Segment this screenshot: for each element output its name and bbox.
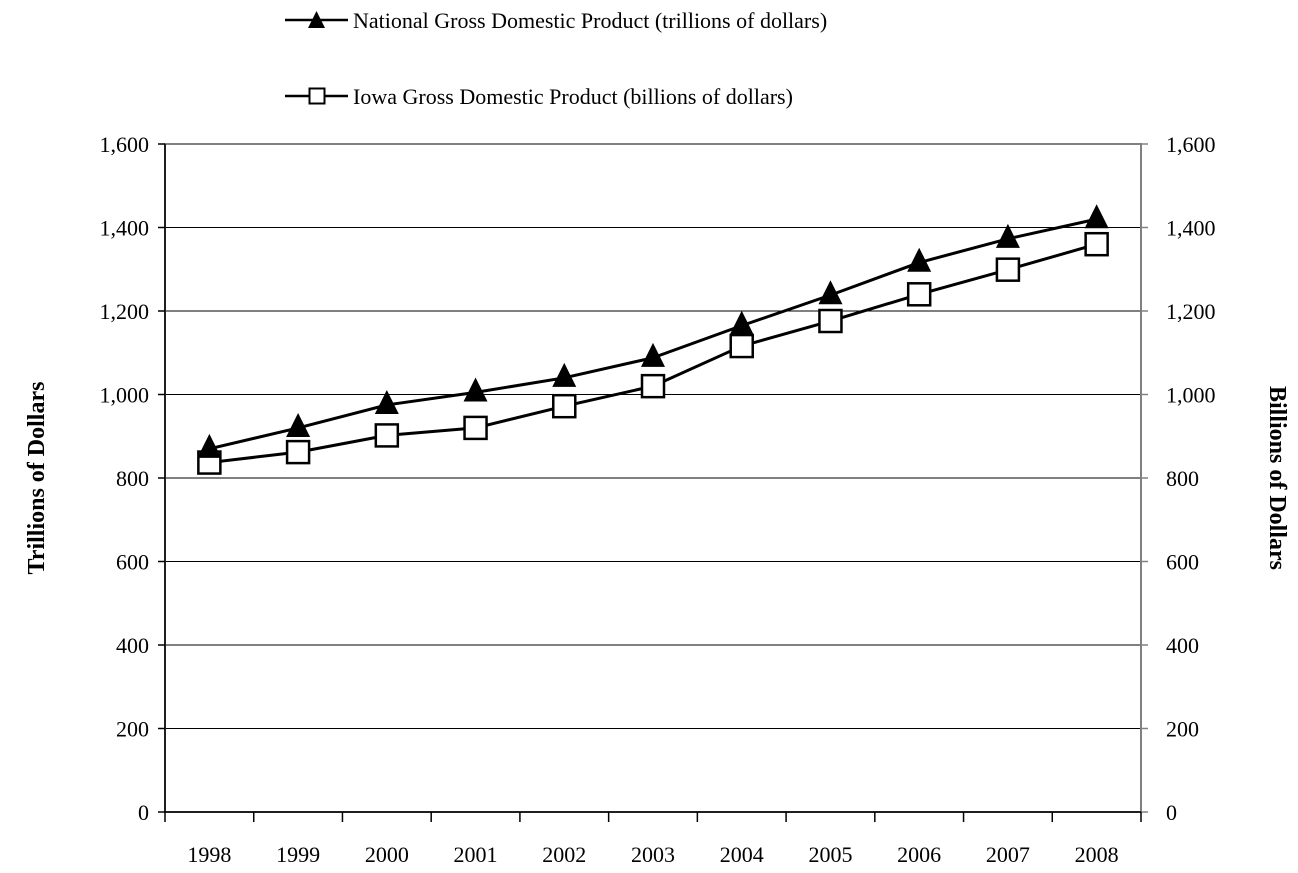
left-tick-label: 1,600 — [100, 132, 150, 157]
left-tick-label: 600 — [116, 550, 149, 575]
x-tick-label: 2006 — [897, 842, 941, 867]
right-tick-label: 400 — [1166, 633, 1199, 658]
x-axis-ticks: 1998 1999 2000 2001 2002 2003 2004 2005 2006 2007… — [165, 812, 1141, 867]
left-axis-title: Trillions of Dollars — [24, 382, 50, 575]
x-tick-label: 2004 — [720, 842, 764, 867]
x-tick-label: 2005 — [808, 842, 852, 867]
left-tick-label: 1,000 — [100, 383, 150, 408]
x-tick-label: 1998 — [187, 842, 231, 867]
left-tick-label: 1,400 — [100, 216, 150, 241]
data-point-square — [642, 375, 664, 397]
data-point-triangle — [1085, 204, 1109, 228]
data-point-square — [1086, 233, 1108, 255]
right-tick-label: 1,400 — [1166, 216, 1216, 241]
series-line — [209, 219, 1096, 449]
x-tick-label: 2003 — [631, 842, 675, 867]
series-layer — [197, 204, 1108, 473]
data-point-square — [908, 283, 930, 305]
series-national — [197, 204, 1108, 458]
right-tick-label: 0 — [1166, 800, 1177, 825]
left-tick-label: 200 — [116, 717, 149, 742]
x-tick-label: 2001 — [454, 842, 498, 867]
data-point-triangle — [375, 390, 399, 414]
right-tick-label: 1,000 — [1166, 383, 1216, 408]
legend-label-national: National Gross Domestic Product (trillio… — [353, 8, 827, 33]
legend-item-iowa: Iowa Gross Domestic Product (billions of… — [285, 84, 793, 109]
data-point-square — [819, 310, 841, 332]
data-point-square — [376, 424, 398, 446]
data-point-square — [287, 441, 309, 463]
right-tick-label: 200 — [1166, 717, 1199, 742]
gridlines — [165, 228, 1141, 729]
legend: National Gross Domestic Product (trillio… — [285, 8, 827, 109]
left-axis-ticks: 0 200 400 600 800 1,000 1,200 1,400 1,600 — [100, 132, 166, 825]
x-tick-label: 2000 — [365, 842, 409, 867]
legend-label-iowa: Iowa Gross Domestic Product (billions of… — [353, 84, 793, 109]
data-point-square — [997, 259, 1019, 281]
legend-square-marker-icon — [310, 89, 325, 104]
left-tick-label: 1,200 — [100, 299, 150, 324]
legend-item-national: National Gross Domestic Product (trillio… — [285, 8, 827, 33]
x-tick-label: 2007 — [986, 842, 1030, 867]
right-axis-ticks: 0 200 400 600 800 1,000 1,200 1,400 1,600 — [1141, 132, 1216, 825]
left-tick-label: 400 — [116, 633, 149, 658]
right-tick-label: 1,600 — [1166, 132, 1216, 157]
right-axis-title: Billions of Dollars — [1264, 386, 1290, 570]
data-point-square — [553, 395, 575, 417]
x-tick-label: 2008 — [1075, 842, 1119, 867]
left-tick-label: 800 — [116, 466, 149, 491]
x-tick-label: 1999 — [276, 842, 320, 867]
left-tick-label: 0 — [138, 800, 149, 825]
right-tick-label: 800 — [1166, 466, 1199, 491]
data-point-square — [465, 417, 487, 439]
right-tick-label: 600 — [1166, 550, 1199, 575]
data-point-square — [731, 335, 753, 357]
right-tick-label: 1,200 — [1166, 299, 1216, 324]
x-tick-label: 2002 — [542, 842, 586, 867]
